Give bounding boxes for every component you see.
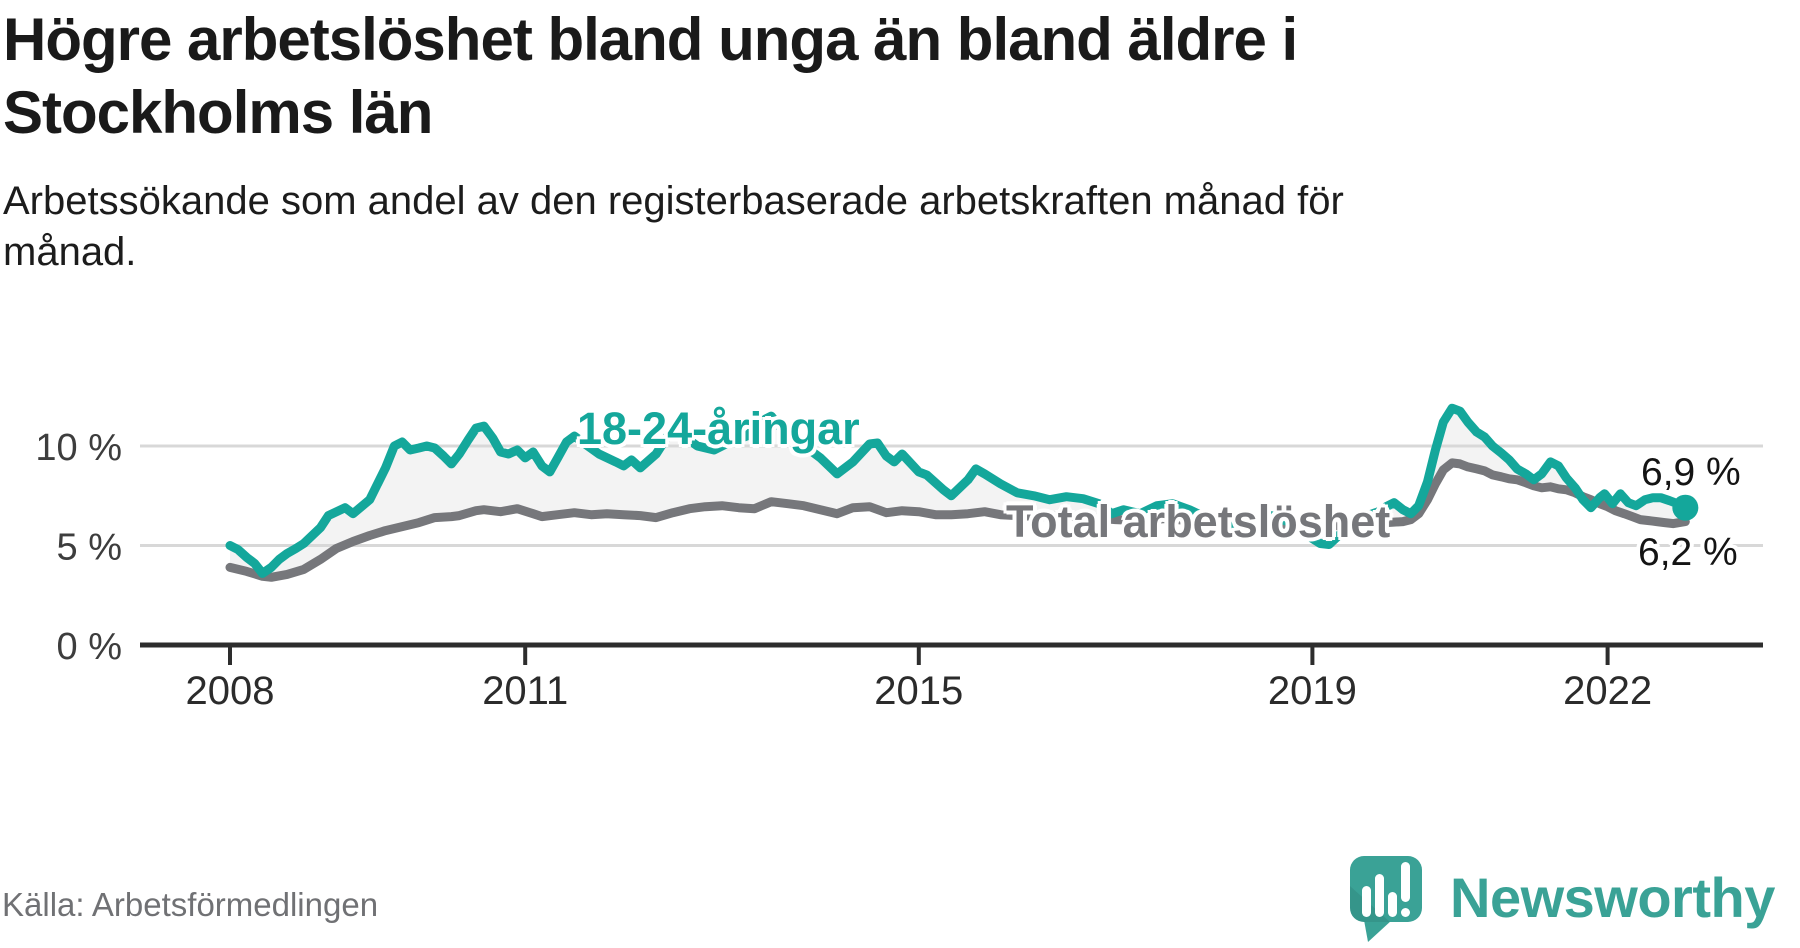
source-note: Källa: Arbetsförmedlingen [2,886,379,923]
series-line-18-24 [225,403,1690,578]
y-tick-label: 10 % [35,427,122,469]
page-title: Högre arbetslöshet bland unga än bland ä… [3,4,1643,149]
y-tick-label: 5 % [57,527,122,569]
series-label-total: Total arbetslöshet [1006,496,1391,547]
x-tick-label: 2022 [1563,669,1652,713]
x-tick-label: 2019 [1268,669,1357,713]
page-subtitle: Arbetssökande som andel av den registerb… [3,176,1483,278]
newsworthy-chart-bubble-icon [1350,856,1422,942]
page-subtitle-line1: Arbetssökande som andel av den registerb… [3,179,1344,223]
end-value-label-18-24: 6,9 % [1641,451,1741,494]
newsworthy-wordmark: Newsworthy [1450,866,1775,929]
series-end-dot-18-24 [1672,494,1699,521]
x-tick-label: 2008 [186,669,275,713]
series-label-18-24: 18-24-åringar [577,403,860,454]
page-title-line2: Stockholms län [3,78,433,146]
page-title-line1: Högre arbetslöshet bland unga än bland ä… [3,6,1298,73]
x-tick-label: 2015 [874,669,963,713]
newsworthy-logo: Newsworthy [1348,856,1775,946]
end-value-label-total: 6,2 % [1638,531,1738,574]
page-subtitle-line2: månad. [3,229,137,274]
y-tick-label: 0 % [57,626,122,668]
x-tick-label: 2011 [482,669,568,713]
series-line-total [225,458,1690,582]
